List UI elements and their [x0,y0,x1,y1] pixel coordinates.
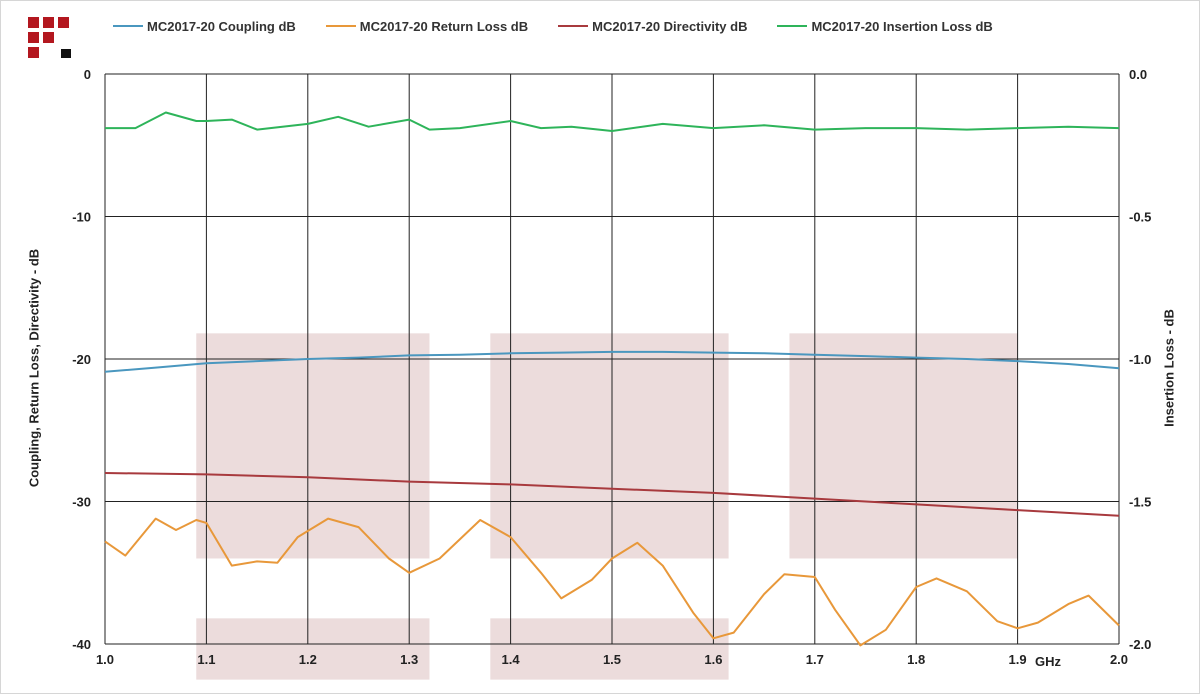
x-tick-label: 1.6 [704,652,722,667]
insertion-loss-line [105,111,1120,132]
directivity-line [104,472,1120,517]
y-left-tick-label: -20 [72,352,91,367]
x-tick-label: 1.8 [907,652,925,667]
legend-swatch [113,25,143,27]
y-right-tick-label: -1.0 [1129,352,1151,367]
y-right-tick-label: -2.0 [1129,637,1151,652]
logo-square [28,17,39,28]
x-tick-label: 1.7 [806,652,824,667]
highlight-band [490,333,729,559]
legend-label: MC2017-20 Return Loss dB [359,18,529,34]
x-tick-label: 1.1 [197,652,215,667]
legend-label: MC2017-20 Directivity dB [592,18,748,34]
legend-item-directivity: MC2017-20 Directivity dB [558,19,747,34]
y-axis-right-title: Insertion Loss - dB [1161,309,1177,427]
y-left-tick-label: -10 [72,210,91,225]
legend-swatch [325,25,356,27]
legend-label: MC2017-20 Coupling dB [147,18,296,34]
y-left-tick-label: -30 [72,495,91,510]
logo-square [28,47,39,58]
highlight-band [789,333,1018,559]
logo-square-black [61,49,71,58]
y-right-tick-label: -0.5 [1129,210,1151,225]
y-right-tick-label: 0.0 [1129,67,1147,82]
legend-label: MC2017-20 Insertion Loss dB [811,18,993,34]
y-left-tick-label: 0 [84,67,91,82]
legend-swatch [558,25,589,27]
x-tick-label: 1.4 [502,652,521,667]
y-right-tick-label: -1.5 [1129,495,1151,510]
legend-swatch [777,25,808,27]
x-tick-label: 1.0 [96,652,114,667]
chart-legend: MC2017-20 Coupling dB MC2017-20 Return L… [113,16,1023,36]
legend-item-return-loss: MC2017-20 Return Loss dB [325,18,529,34]
x-tick-label: 1.2 [299,652,317,667]
y-left-tick-label: -40 [72,637,91,652]
logo-square [28,32,39,43]
legend-item-insertion-loss: MC2017-20 Insertion Loss dB [777,18,993,34]
coupling-line [104,350,1120,373]
logo-square [43,17,54,28]
x-tick-label: 1.9 [1009,652,1027,667]
x-tick-label: 1.3 [400,652,418,667]
x-axis-unit-label: GHz [1035,654,1062,669]
x-tick-label: 2.0 [1110,652,1128,667]
logo-square [58,17,69,28]
highlight-band [196,618,430,680]
y-axis-left-title: Coupling, Return Loss, Directivity - dB [26,248,42,488]
x-tick-label: 1.5 [603,652,621,667]
return-loss-line [104,517,1120,647]
highlight-band [490,618,729,680]
highlight-band [196,333,430,559]
legend-item-coupling: MC2017-20 Coupling dB [113,19,296,34]
logo-square [43,32,54,43]
